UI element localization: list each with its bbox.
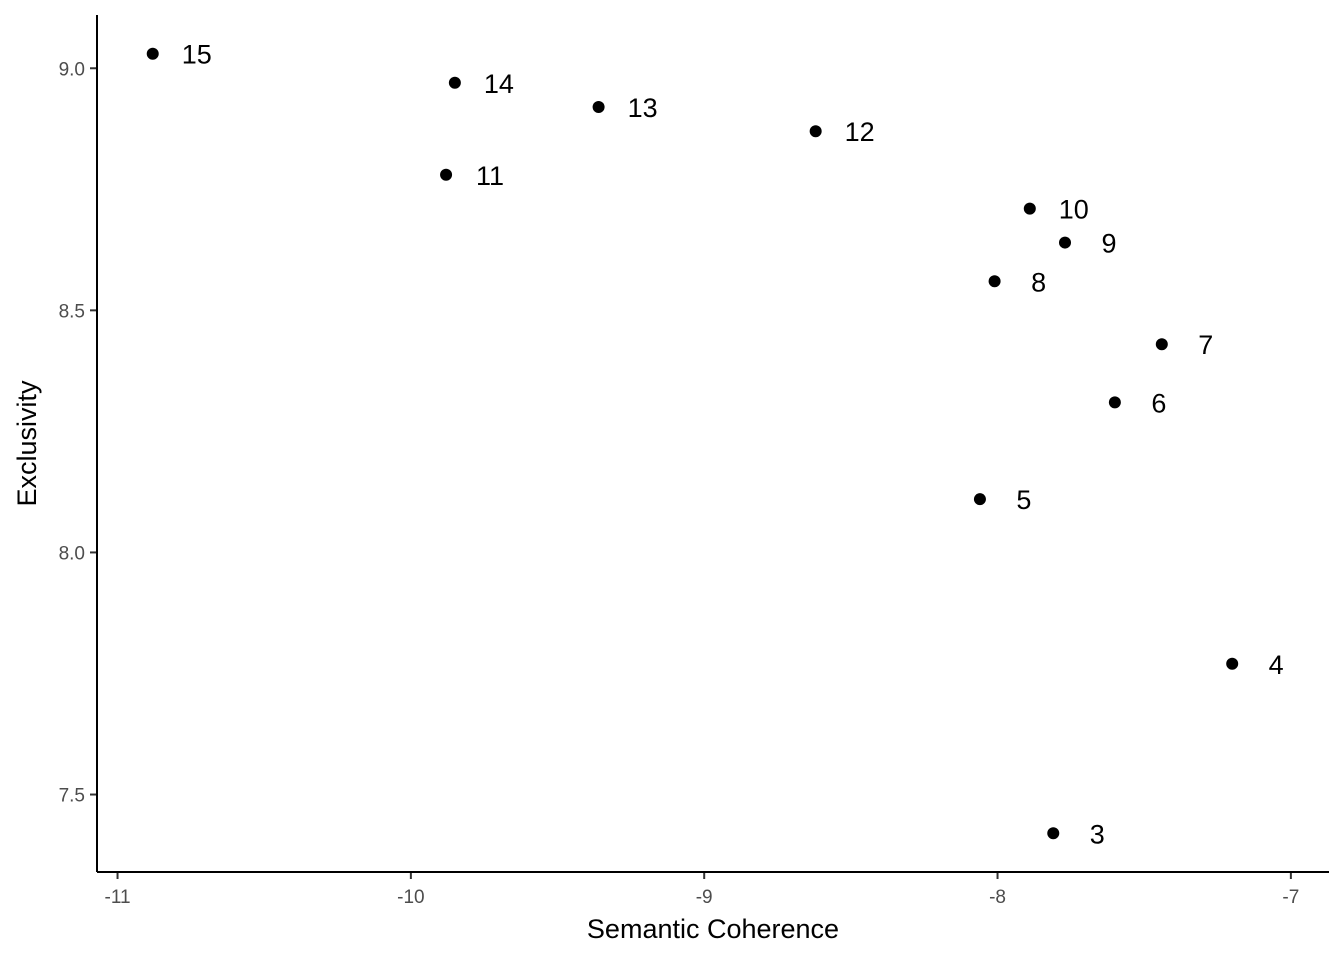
data-point — [973, 493, 986, 506]
y-tick-label: 8.0 — [59, 543, 85, 564]
data-point-label: 7 — [1198, 330, 1213, 360]
y-axis-title: Exclusivity — [12, 380, 42, 507]
data-point — [448, 76, 461, 89]
data-point — [592, 100, 605, 113]
data-point — [1226, 657, 1239, 670]
y-axis-ticks: 7.5 8.0 8.5 9.0 — [59, 59, 97, 807]
data-point — [1108, 396, 1121, 409]
data-point-label: 12 — [845, 117, 875, 147]
data-point-label: 4 — [1269, 650, 1284, 680]
data-point-label: 6 — [1151, 388, 1166, 418]
data-point — [1023, 202, 1036, 215]
x-tick-label: -8 — [989, 887, 1006, 908]
data-point-label: 11 — [476, 161, 504, 191]
x-tick-label: -7 — [1282, 887, 1299, 908]
x-tick-label: -11 — [105, 887, 131, 908]
data-point — [440, 168, 453, 181]
data-point — [1059, 236, 1071, 249]
x-tick-label: -9 — [696, 887, 713, 908]
data-points: 3 4 5 6 7 8 9 10 11 12 13 14 15 — [146, 40, 1284, 849]
y-tick-label: 8.5 — [59, 301, 85, 322]
data-point-label: 15 — [182, 40, 212, 70]
data-point — [146, 47, 159, 60]
data-point-label: 10 — [1059, 195, 1089, 225]
data-point-label: 13 — [628, 93, 658, 123]
x-axis-title: Semantic Coherence — [587, 914, 839, 944]
y-tick-label: 7.5 — [59, 786, 85, 807]
data-point-label: 3 — [1090, 819, 1105, 849]
x-tick-label: -10 — [397, 887, 424, 908]
data-point — [809, 125, 822, 138]
data-point — [1155, 338, 1168, 351]
y-tick-label: 9.0 — [59, 59, 85, 80]
data-point-label: 9 — [1101, 229, 1116, 259]
data-point-label: 5 — [1016, 485, 1031, 515]
x-axis-ticks: -11 -10 -9 -8 -7 — [105, 872, 1299, 908]
data-point — [988, 275, 1001, 288]
data-point-label: 8 — [1031, 267, 1046, 297]
data-point — [1047, 827, 1060, 840]
data-point-label: 14 — [484, 69, 514, 99]
